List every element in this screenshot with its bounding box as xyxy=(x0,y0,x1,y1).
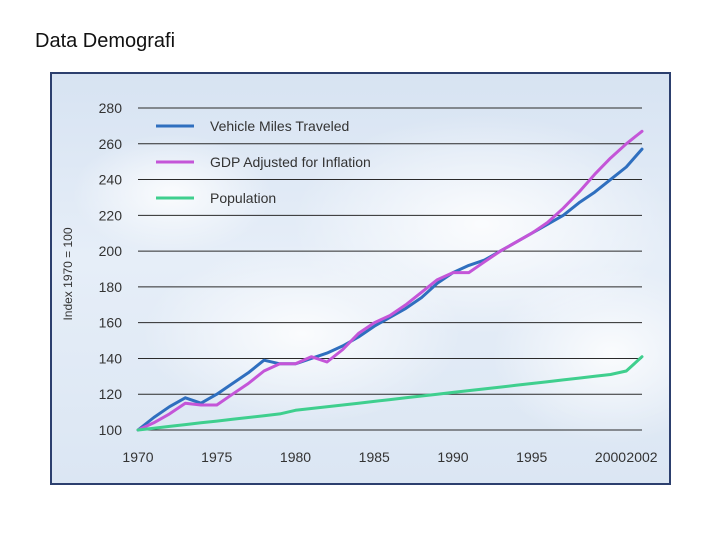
legend-label-1: Vehicle Miles Traveled xyxy=(210,118,349,134)
chart-frame: 100 120 140 160 180 200 220 240 260 280 1970 1975 19… xyxy=(50,72,671,485)
series-line-3 xyxy=(136,355,644,432)
legend-label-3: Population xyxy=(210,190,276,206)
y-tick-label: 120 xyxy=(99,386,123,402)
y-tick-label: 180 xyxy=(99,279,123,295)
y-tick-label: 240 xyxy=(99,172,123,188)
y-tick-label: 160 xyxy=(99,315,123,331)
y-tick-label: 140 xyxy=(99,350,123,366)
series-line-1 xyxy=(136,147,644,432)
slide-title: Data Demografi xyxy=(35,30,176,52)
x-tick-label: 1995 xyxy=(516,449,547,465)
cloud-background xyxy=(72,114,669,444)
series-line-2 xyxy=(136,129,644,432)
y-tick-label: 200 xyxy=(99,243,123,259)
y-tick-label: 280 xyxy=(99,100,123,116)
x-tick-label: 2000 xyxy=(595,449,626,465)
y-tick-label: 100 xyxy=(99,422,123,438)
x-tick-label: 1970 xyxy=(122,449,153,465)
x-tick-label: 1975 xyxy=(201,449,232,465)
x-tick-label: 1980 xyxy=(280,449,311,465)
y-tick-label: 260 xyxy=(99,136,123,152)
x-tick-label: 2002 xyxy=(626,449,657,465)
line-chart: 100 120 140 160 180 200 220 240 260 280 1970 1975 19… xyxy=(61,100,669,465)
x-tick-label: 1985 xyxy=(359,449,390,465)
y-axis-label: Index 1970 = 100 xyxy=(61,227,75,320)
x-tick-label: 1990 xyxy=(437,449,468,465)
legend-label-2: GDP Adjusted for Inflation xyxy=(210,154,371,170)
y-tick-label: 220 xyxy=(99,207,123,223)
